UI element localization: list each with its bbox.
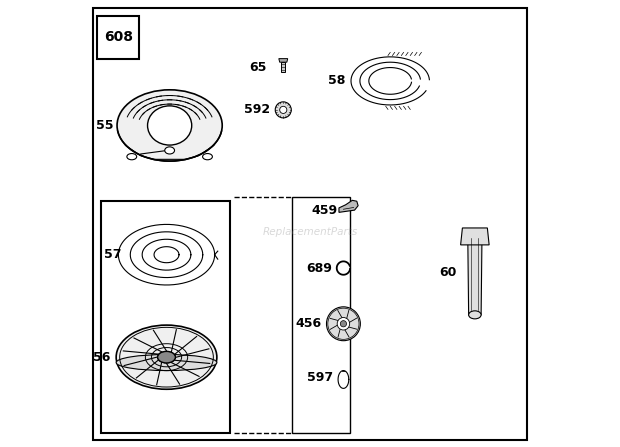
Text: ReplacementParts: ReplacementParts bbox=[262, 228, 358, 237]
Ellipse shape bbox=[157, 351, 175, 363]
Text: 55: 55 bbox=[96, 119, 113, 132]
Text: 456: 456 bbox=[296, 317, 322, 330]
Text: 60: 60 bbox=[440, 266, 457, 279]
Text: 608: 608 bbox=[104, 30, 133, 44]
Bar bbox=[281, 62, 285, 72]
Bar bbox=[97, 16, 140, 59]
Polygon shape bbox=[467, 235, 482, 315]
Ellipse shape bbox=[117, 90, 222, 161]
Polygon shape bbox=[461, 228, 489, 245]
Circle shape bbox=[340, 320, 347, 327]
Text: 65: 65 bbox=[249, 61, 267, 74]
Ellipse shape bbox=[203, 153, 213, 160]
Circle shape bbox=[327, 307, 360, 341]
Text: 592: 592 bbox=[244, 103, 270, 116]
Text: 58: 58 bbox=[328, 74, 345, 88]
Circle shape bbox=[337, 317, 350, 330]
Text: 459: 459 bbox=[311, 204, 338, 217]
Text: 689: 689 bbox=[306, 261, 332, 274]
Bar bbox=[100, 201, 230, 433]
Text: 597: 597 bbox=[308, 371, 334, 384]
Ellipse shape bbox=[469, 311, 481, 319]
Circle shape bbox=[275, 102, 291, 118]
Ellipse shape bbox=[116, 354, 217, 371]
Polygon shape bbox=[279, 59, 288, 62]
Circle shape bbox=[280, 106, 287, 114]
Ellipse shape bbox=[148, 106, 192, 145]
Text: 57: 57 bbox=[104, 248, 122, 261]
Ellipse shape bbox=[127, 153, 136, 160]
Ellipse shape bbox=[165, 147, 175, 154]
Polygon shape bbox=[339, 200, 358, 212]
Bar bbox=[292, 197, 350, 433]
Ellipse shape bbox=[116, 325, 217, 389]
Text: 56: 56 bbox=[93, 351, 110, 364]
